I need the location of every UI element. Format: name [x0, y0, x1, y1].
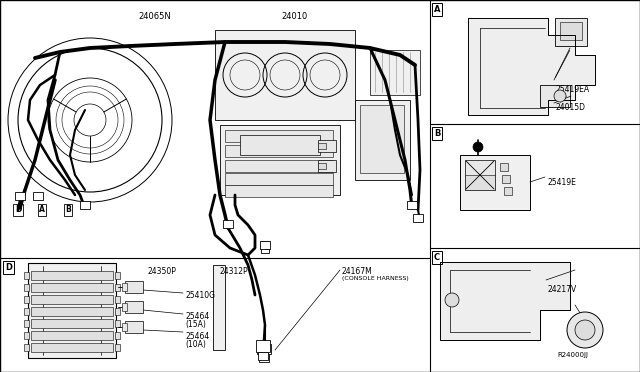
- Bar: [115, 284, 120, 291]
- Bar: [24, 272, 29, 279]
- Text: 24217V: 24217V: [548, 285, 577, 294]
- Bar: [24, 308, 29, 315]
- Bar: [24, 320, 29, 327]
- Circle shape: [554, 90, 566, 102]
- Text: D: D: [15, 205, 21, 215]
- Bar: [318, 163, 326, 169]
- Text: A: A: [434, 5, 440, 14]
- Bar: [555, 18, 587, 46]
- Bar: [413, 214, 423, 222]
- Text: C: C: [262, 243, 268, 251]
- FancyBboxPatch shape: [12, 27, 428, 238]
- Text: B: B: [434, 129, 440, 138]
- Bar: [33, 192, 43, 200]
- Bar: [540, 85, 570, 107]
- Text: 24312P: 24312P: [219, 267, 248, 276]
- Text: R24000JJ: R24000JJ: [557, 352, 589, 358]
- Bar: [560, 22, 582, 40]
- Bar: [24, 296, 29, 303]
- Bar: [260, 241, 270, 249]
- Bar: [115, 344, 120, 351]
- Bar: [115, 272, 120, 279]
- Text: 25419E: 25419E: [548, 178, 577, 187]
- Bar: [256, 340, 270, 352]
- Bar: [504, 187, 512, 195]
- Bar: [122, 323, 127, 331]
- Bar: [225, 185, 333, 197]
- Text: 25464: 25464: [185, 332, 209, 341]
- Bar: [31, 343, 113, 352]
- Circle shape: [575, 320, 595, 340]
- Text: (15A): (15A): [185, 320, 206, 329]
- Bar: [360, 105, 404, 173]
- Text: (10A): (10A): [185, 340, 206, 349]
- Bar: [240, 135, 320, 155]
- Bar: [31, 307, 113, 316]
- Bar: [115, 296, 120, 303]
- Circle shape: [473, 142, 483, 152]
- Bar: [31, 283, 113, 292]
- Polygon shape: [440, 262, 570, 340]
- Text: 24167M: 24167M: [342, 267, 372, 276]
- Text: D: D: [5, 263, 12, 272]
- Bar: [370, 50, 420, 95]
- Bar: [407, 201, 417, 209]
- Text: 24350P: 24350P: [147, 267, 176, 276]
- Bar: [225, 145, 333, 157]
- Bar: [225, 130, 333, 142]
- Bar: [80, 201, 90, 209]
- Bar: [31, 319, 113, 328]
- Bar: [318, 143, 326, 149]
- Circle shape: [445, 293, 459, 307]
- Bar: [502, 175, 510, 183]
- Bar: [500, 163, 508, 171]
- Text: 25464: 25464: [185, 312, 209, 321]
- Bar: [24, 332, 29, 339]
- Bar: [115, 332, 120, 339]
- Bar: [15, 192, 25, 200]
- Bar: [31, 295, 113, 304]
- Text: 25419EA: 25419EA: [556, 85, 590, 94]
- Bar: [31, 331, 113, 340]
- Bar: [465, 175, 495, 190]
- Bar: [460, 155, 530, 210]
- Bar: [220, 125, 340, 195]
- Bar: [225, 160, 333, 172]
- Bar: [465, 160, 495, 190]
- Bar: [318, 160, 336, 172]
- Bar: [125, 281, 143, 293]
- Text: 24010: 24010: [282, 12, 308, 21]
- Text: 25410G: 25410G: [185, 291, 215, 300]
- Bar: [318, 140, 336, 152]
- Bar: [122, 303, 127, 311]
- Bar: [125, 301, 143, 313]
- Bar: [24, 344, 29, 351]
- Polygon shape: [468, 18, 595, 115]
- Text: A: A: [39, 205, 45, 215]
- Bar: [115, 308, 120, 315]
- Bar: [223, 220, 233, 228]
- Bar: [258, 352, 268, 360]
- Bar: [122, 283, 127, 291]
- Bar: [31, 271, 113, 280]
- Text: B: B: [65, 205, 71, 215]
- Bar: [259, 354, 269, 362]
- Bar: [213, 265, 225, 350]
- Text: 24065N: 24065N: [139, 12, 172, 21]
- Bar: [225, 173, 333, 185]
- Text: C: C: [434, 253, 440, 262]
- Bar: [257, 344, 271, 354]
- Bar: [215, 30, 355, 120]
- Bar: [355, 100, 410, 180]
- Text: 24015D: 24015D: [556, 103, 586, 112]
- Circle shape: [567, 312, 603, 348]
- Text: (CONSOLE HARNESS): (CONSOLE HARNESS): [342, 276, 409, 281]
- Bar: [24, 284, 29, 291]
- Bar: [115, 320, 120, 327]
- Bar: [28, 263, 116, 358]
- Bar: [125, 321, 143, 333]
